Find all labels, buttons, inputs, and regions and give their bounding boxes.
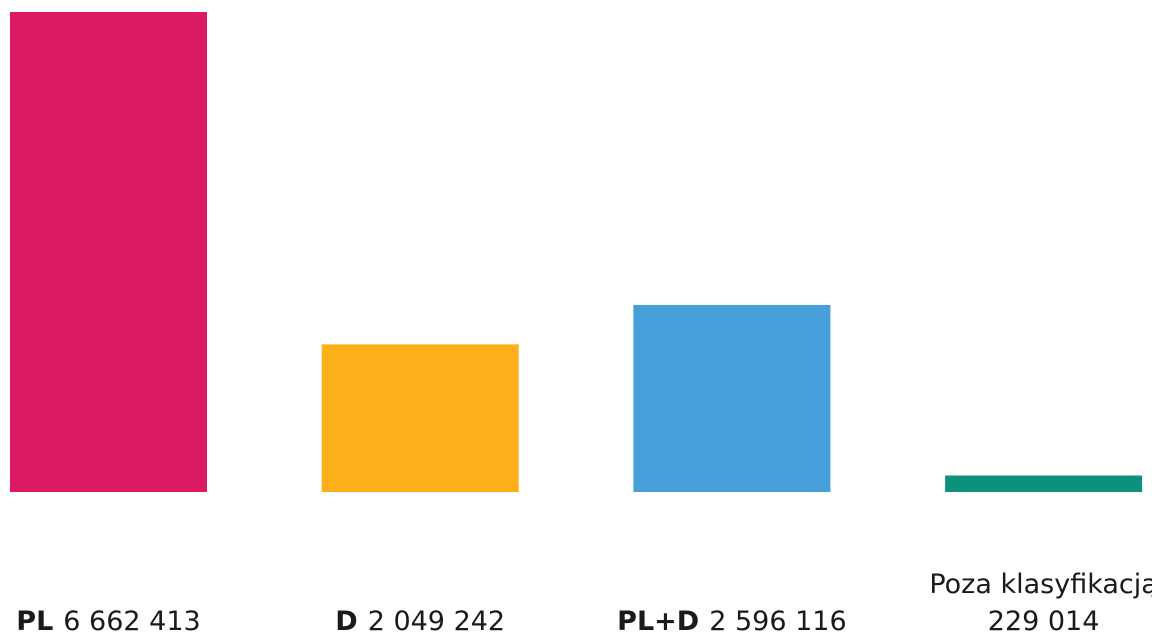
bar [945,475,1143,492]
value-label: 2 049 242 [368,606,505,632]
bar [633,304,831,492]
bar [10,12,207,492]
bar-label: PL 6 662 413 [16,606,200,632]
bar-label: D 2 049 242 [335,606,505,632]
value-label: 2 596 116 [709,606,846,632]
category-label: Poza klasyfikacją [929,569,1152,600]
bar [321,344,519,492]
category-label: PL [16,606,53,632]
category-label: PL+D [617,606,699,632]
value-label: 229 014 [988,606,1100,632]
category-label: D [335,606,357,632]
bar-label: PL+D 2 596 116 [617,606,846,632]
value-label: 6 662 413 [63,606,200,632]
